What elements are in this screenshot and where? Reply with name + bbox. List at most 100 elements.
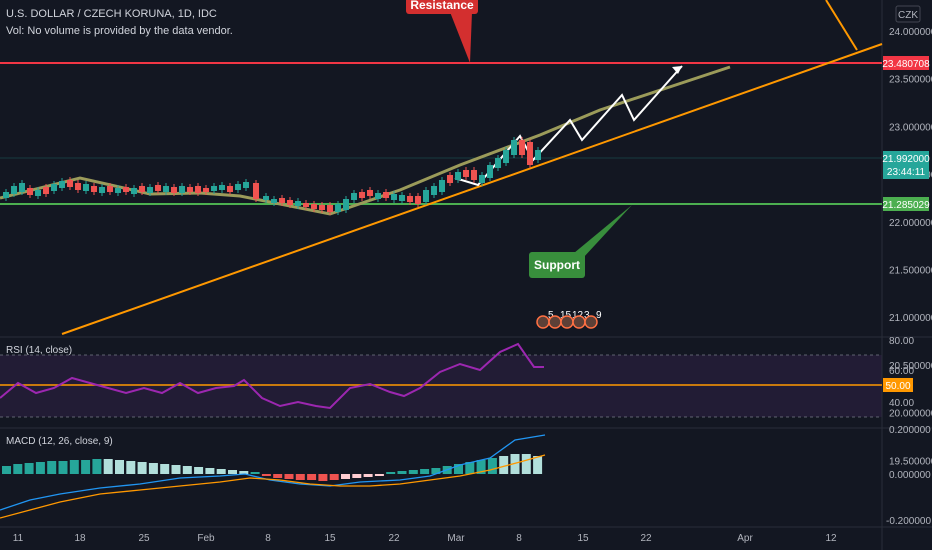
macd-bar xyxy=(329,474,339,480)
rsi-line[interactable] xyxy=(0,342,544,410)
candle[interactable] xyxy=(51,184,57,191)
macd-signal-line[interactable] xyxy=(0,454,546,519)
time-axis[interactable]: 11 18 25 Feb 8 15 22 Mar 8 15 22 Apr 12 xyxy=(13,533,837,544)
macd-bar xyxy=(476,460,486,474)
macd-bar xyxy=(205,468,215,474)
candle[interactable] xyxy=(503,150,509,163)
candle[interactable] xyxy=(375,193,381,199)
candle[interactable] xyxy=(187,187,193,192)
candle[interactable] xyxy=(535,150,541,160)
candle[interactable] xyxy=(243,182,249,188)
price-tick: 19.500000 xyxy=(889,456,932,467)
candle[interactable] xyxy=(343,199,349,210)
main-pane[interactable] xyxy=(0,0,882,337)
candle[interactable] xyxy=(211,186,217,191)
rsi-title[interactable]: RSI (14, close) xyxy=(6,345,73,356)
currency-badge[interactable] xyxy=(895,5,921,23)
projection-arrowhead xyxy=(672,66,682,74)
candle[interactable] xyxy=(139,186,145,192)
candle[interactable] xyxy=(439,180,445,192)
candle[interactable] xyxy=(163,186,169,192)
rsi-tick: 60.00 xyxy=(889,366,914,377)
candle[interactable] xyxy=(263,196,269,200)
candle[interactable] xyxy=(527,142,533,165)
candle[interactable] xyxy=(195,186,201,193)
candle[interactable] xyxy=(203,188,209,192)
candle[interactable] xyxy=(495,158,501,168)
candle[interactable] xyxy=(471,170,477,180)
candle[interactable] xyxy=(447,175,453,183)
candle[interactable] xyxy=(83,184,89,191)
candle[interactable] xyxy=(279,198,285,203)
candle[interactable] xyxy=(235,184,241,190)
candle[interactable] xyxy=(155,185,161,191)
macd-bar xyxy=(35,462,45,474)
candle[interactable] xyxy=(383,192,389,198)
symbol-title[interactable]: U.S. DOLLAR / CZECH KORUNA, 1D, IDC xyxy=(6,8,217,20)
macd-title[interactable]: MACD (12, 26, close, 9) xyxy=(6,436,113,447)
trendline-top[interactable] xyxy=(825,0,858,51)
candle[interactable] xyxy=(43,187,49,194)
candle[interactable] xyxy=(99,187,105,193)
candle[interactable] xyxy=(511,140,517,155)
candle[interactable] xyxy=(367,190,373,196)
candle[interactable] xyxy=(59,181,65,188)
candle[interactable] xyxy=(19,183,25,192)
trendline[interactable] xyxy=(61,43,883,335)
price-tick: 20.000000 xyxy=(889,409,932,420)
candle[interactable] xyxy=(123,187,129,192)
candles[interactable] xyxy=(3,137,541,215)
candle[interactable] xyxy=(115,188,121,193)
candle[interactable] xyxy=(415,196,421,204)
support-label[interactable]: Support xyxy=(529,252,585,278)
candle[interactable] xyxy=(399,195,405,201)
event-marker-icon[interactable] xyxy=(584,315,598,329)
macd-histogram[interactable] xyxy=(2,454,543,481)
candle[interactable] xyxy=(431,186,437,195)
candle[interactable] xyxy=(463,170,469,177)
candle[interactable] xyxy=(423,190,429,202)
candle[interactable] xyxy=(147,187,153,193)
candle[interactable] xyxy=(303,203,309,207)
event-markers[interactable]: 5151239 xyxy=(536,310,602,329)
macd-line[interactable] xyxy=(0,434,546,511)
candle[interactable] xyxy=(11,186,17,194)
candle[interactable] xyxy=(131,188,137,194)
candle[interactable] xyxy=(391,194,397,200)
candle[interactable] xyxy=(75,183,81,190)
candle[interactable] xyxy=(91,186,97,192)
macd-tick: 0.000000 xyxy=(889,470,931,481)
candle[interactable] xyxy=(479,175,485,183)
candle[interactable] xyxy=(359,192,365,198)
candle[interactable] xyxy=(335,204,341,212)
candle[interactable] xyxy=(287,200,293,205)
candle[interactable] xyxy=(327,205,333,212)
candle[interactable] xyxy=(455,172,461,180)
candle[interactable] xyxy=(295,201,301,206)
macd-bar xyxy=(69,460,79,474)
macd-bar xyxy=(295,474,305,480)
candle[interactable] xyxy=(487,165,493,178)
candle[interactable] xyxy=(271,199,277,203)
candle[interactable] xyxy=(351,193,357,200)
resistance-label[interactable]: Resistance xyxy=(406,0,478,14)
resistance-price-tag xyxy=(883,56,929,70)
candle[interactable] xyxy=(171,187,177,193)
macd-bar xyxy=(103,459,113,474)
candle[interactable] xyxy=(35,190,41,196)
price-tick: 21.500000 xyxy=(889,266,932,277)
candle[interactable] xyxy=(253,183,259,199)
candle[interactable] xyxy=(311,204,317,209)
candle[interactable] xyxy=(27,188,33,195)
candle[interactable] xyxy=(219,185,225,190)
candle[interactable] xyxy=(67,180,73,187)
candle[interactable] xyxy=(407,196,413,202)
candle[interactable] xyxy=(179,186,185,193)
candle[interactable] xyxy=(107,186,113,192)
rsi-value-tag xyxy=(883,378,913,392)
candle[interactable] xyxy=(319,205,325,210)
candle[interactable] xyxy=(227,186,233,192)
candle[interactable] xyxy=(519,140,525,155)
candle[interactable] xyxy=(3,192,9,198)
